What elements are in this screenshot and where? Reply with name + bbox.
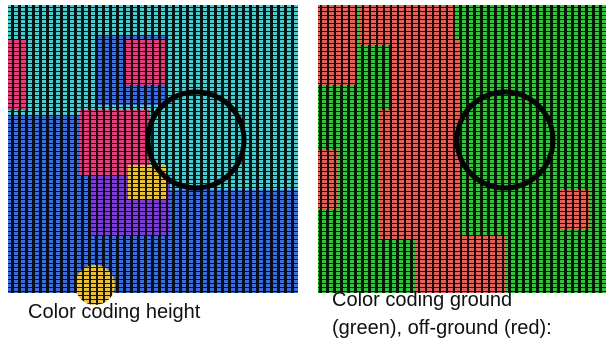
region — [380, 110, 460, 240]
region — [75, 265, 115, 305]
region — [318, 150, 338, 210]
caption: Color coding height — [28, 301, 201, 323]
page: Color coding height Color coding ground … — [0, 0, 609, 348]
region — [560, 190, 590, 230]
region — [8, 40, 28, 110]
caption: (green), off-ground (red): — [332, 317, 552, 339]
region — [415, 235, 505, 293]
region — [125, 40, 165, 85]
region — [390, 40, 460, 110]
figure: Color coding height Color coding ground … — [0, 0, 609, 348]
caption: Color coding ground — [332, 289, 512, 311]
region — [360, 5, 455, 45]
region — [318, 5, 358, 85]
height-image — [8, 5, 298, 305]
region — [105, 235, 200, 293]
ground-image — [318, 5, 606, 293]
